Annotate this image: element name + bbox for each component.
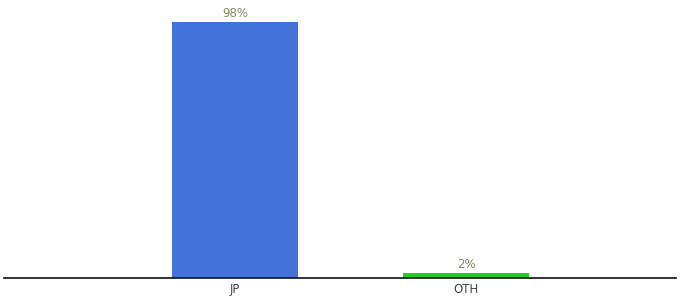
Bar xyxy=(403,273,529,278)
Text: 2%: 2% xyxy=(457,258,475,271)
Bar xyxy=(172,22,298,278)
Text: 98%: 98% xyxy=(222,7,248,20)
